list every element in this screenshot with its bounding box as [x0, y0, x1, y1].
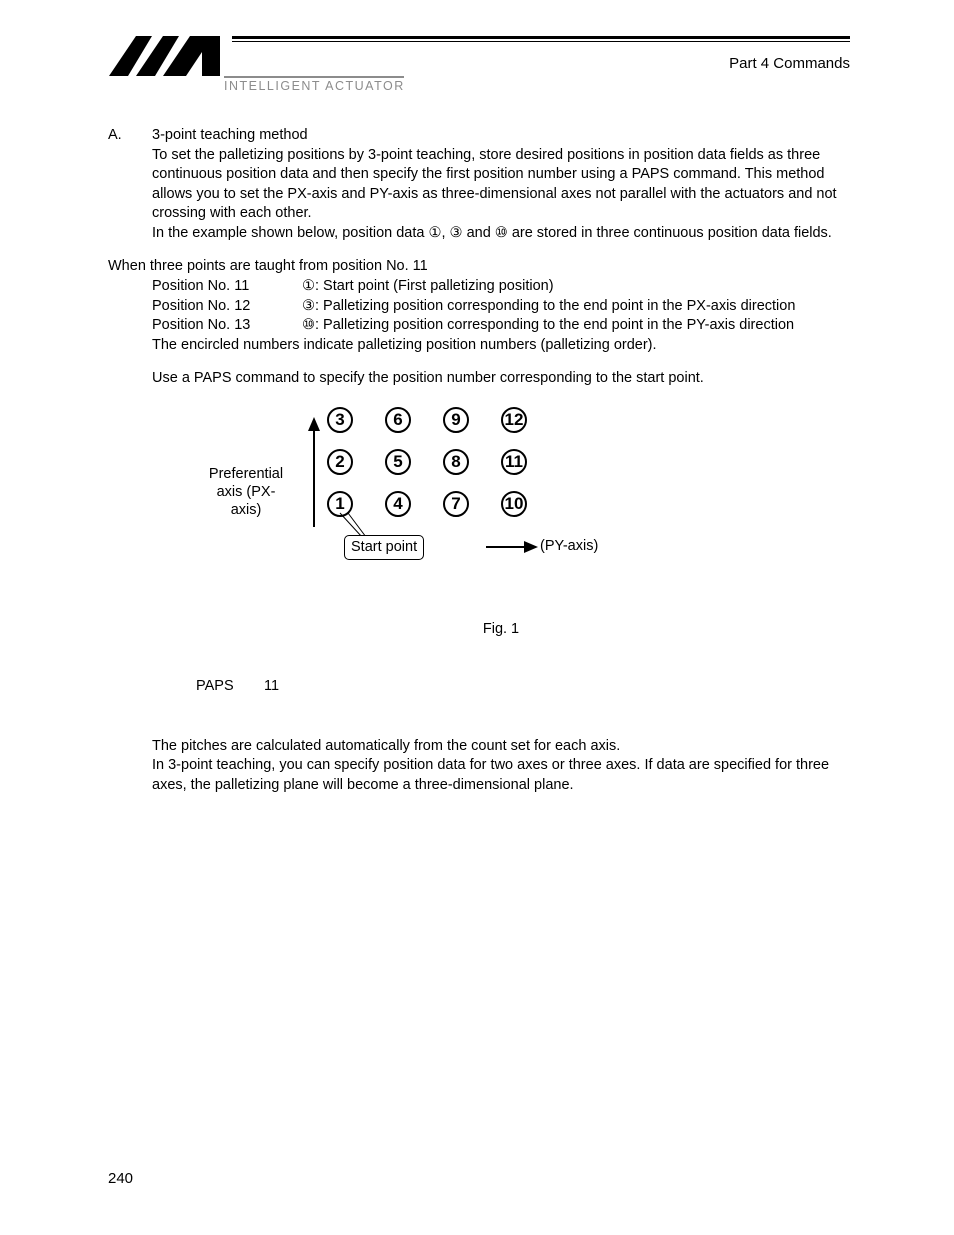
breadcrumb: Part 4 Commands — [729, 44, 850, 74]
palletizing-position-circle: 4 — [385, 491, 411, 517]
palletizing-position-circle: 9 — [443, 407, 469, 433]
palletizing-position-circle: 8 — [443, 449, 469, 475]
teach-note: The encircled numbers indicate palletizi… — [152, 336, 850, 356]
palletizing-position-circle: 11 — [501, 449, 527, 475]
teach-row: Position No. 13⑩: Palletizing position c… — [152, 316, 850, 336]
command-name: PAPS — [196, 677, 260, 697]
section-body-2: In the example shown below, position dat… — [152, 224, 850, 244]
teach-rows: Position No. 11①: Start point (First pal… — [152, 277, 850, 355]
page-header: Part 4 Commands INTELLIGENT ACTUATOR — [0, 0, 954, 90]
palletizing-position-circle: 6 — [385, 407, 411, 433]
section-body-1: To set the palletizing positions by 3-po… — [152, 146, 850, 224]
page-number: 240 — [108, 1169, 133, 1189]
command-line: PAPS 11 — [196, 677, 850, 697]
palletizing-position-circle: 12 — [501, 407, 527, 433]
figure-caption: Fig. 1 — [152, 620, 850, 640]
palletizing-position-circle: 5 — [385, 449, 411, 475]
teach-intro: When three points are taught from positi… — [108, 257, 850, 277]
teach-row: Position No. 11①: Start point (First pal… — [152, 277, 850, 297]
start-point-label: Start point — [344, 535, 424, 561]
preferential-axis-label: Preferential axis (PX- axis) — [196, 465, 296, 519]
content: A. 3-point teaching method To set the pa… — [108, 126, 850, 796]
section-heading: A. 3-point teaching method To set the pa… — [108, 126, 850, 243]
py-axis-arrow — [486, 537, 538, 557]
header-rules — [232, 36, 850, 42]
figure-1: Preferential axis (PX- axis) 3 6 9 12 2 5 8 11 1… — [152, 407, 850, 612]
brand-logo — [104, 28, 222, 93]
palletizing-position-circle: 7 — [443, 491, 469, 517]
command-value: 11 — [264, 678, 279, 694]
px-axis-arrow — [304, 417, 324, 529]
tail-p2: In 3-point teaching, you can specify pos… — [152, 756, 850, 795]
teach-row: Position No. 12③: Palletizing position c… — [152, 297, 850, 317]
section-title: 3-point teaching method — [152, 126, 850, 146]
tail-p1: The pitches are calculated automatically… — [152, 737, 850, 757]
section-label: A. — [108, 126, 152, 243]
palletizing-position-circle: 10 — [501, 491, 527, 517]
palletizing-position-circle: 2 — [327, 449, 353, 475]
py-axis-label: (PY-axis) — [540, 537, 598, 557]
subbrand-text: INTELLIGENT ACTUATOR — [224, 78, 405, 95]
use-paps-note: Use a PAPS command to specify the positi… — [152, 369, 850, 389]
palletizing-position-circle: 3 — [327, 407, 353, 433]
